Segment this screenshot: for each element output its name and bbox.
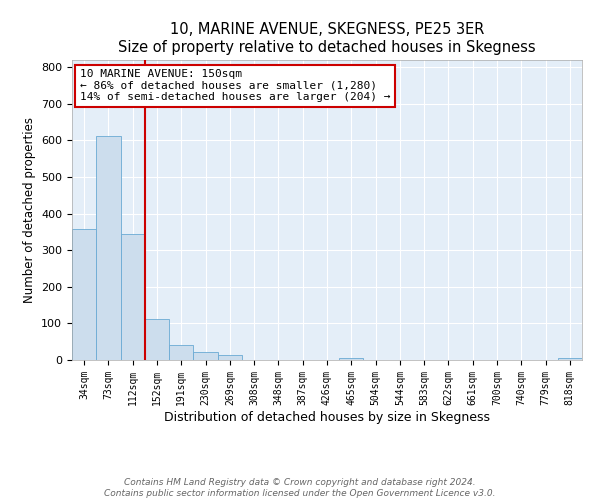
- Text: Contains HM Land Registry data © Crown copyright and database right 2024.
Contai: Contains HM Land Registry data © Crown c…: [104, 478, 496, 498]
- Bar: [169, 346, 193, 360]
- Text: 10 MARINE AVENUE: 150sqm
← 86% of detached houses are smaller (1,280)
14% of sem: 10 MARINE AVENUE: 150sqm ← 86% of detach…: [80, 69, 390, 102]
- Bar: [72, 230, 96, 360]
- Y-axis label: Number of detached properties: Number of detached properties: [23, 117, 35, 303]
- Bar: [218, 355, 242, 360]
- Bar: [339, 358, 364, 360]
- Bar: [145, 318, 169, 360]
- X-axis label: Distribution of detached houses by size in Skegness: Distribution of detached houses by size …: [164, 410, 490, 424]
- Bar: [193, 352, 218, 360]
- Bar: [96, 136, 121, 360]
- Bar: [558, 358, 582, 360]
- Bar: [121, 234, 145, 360]
- Title: 10, MARINE AVENUE, SKEGNESS, PE25 3ER
Size of property relative to detached hous: 10, MARINE AVENUE, SKEGNESS, PE25 3ER Si…: [118, 22, 536, 54]
